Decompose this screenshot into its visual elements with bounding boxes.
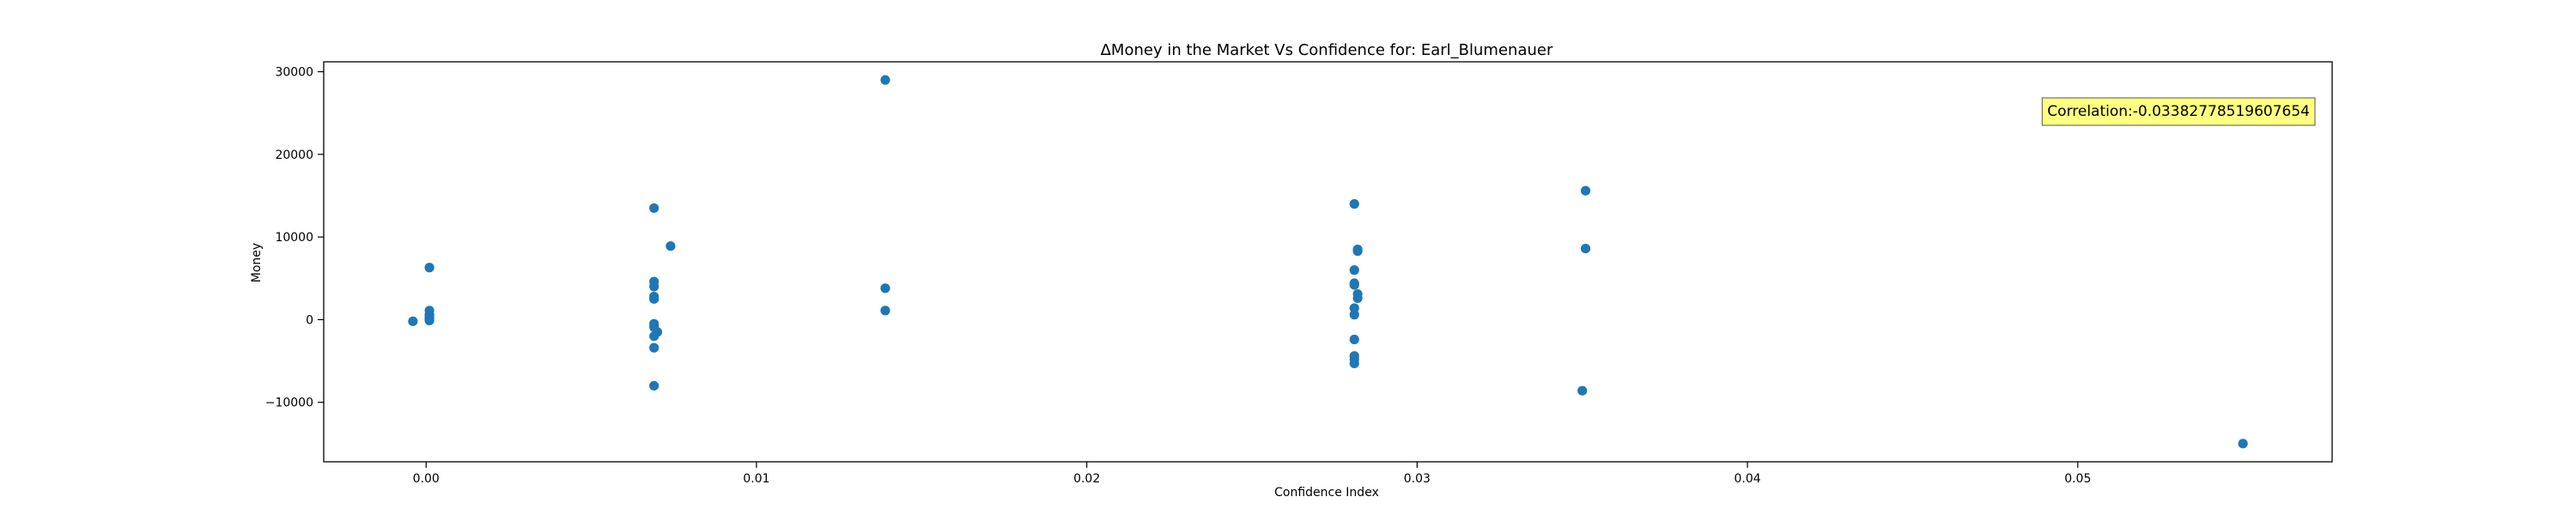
scatter-point: [424, 263, 434, 273]
scatter-point: [408, 316, 418, 326]
x-axis-label: Confidence Index: [1274, 486, 1379, 500]
scatter-point: [1349, 310, 1359, 320]
scatter-points: [408, 75, 2248, 449]
x-tick-label: 0.01: [743, 472, 769, 486]
x-tick-label: 0.00: [413, 472, 440, 486]
plot-area: [323, 61, 2333, 463]
scatter-point: [649, 380, 659, 391]
y-tick-label: 30000: [275, 66, 313, 80]
y-tick-label: 20000: [275, 148, 313, 162]
scatter-point: [1349, 334, 1359, 345]
scatter-point: [649, 294, 659, 304]
correlation-annotation: Correlation:-0.03382778519607654: [2041, 97, 2316, 126]
scatter-point: [1352, 293, 1363, 303]
y-axis-label: Money: [250, 243, 264, 282]
scatter-point: [1577, 385, 1588, 396]
correlation-text: Correlation:-0.03382778519607654: [2047, 103, 2310, 120]
scatter-point: [1349, 358, 1359, 369]
scatter-point: [880, 306, 890, 316]
y-tick-label: 10000: [275, 231, 313, 245]
chart-title: ΔMoney in the Market Vs Confidence for: …: [1101, 41, 1553, 59]
scatter-point: [649, 282, 659, 292]
x-axis-ticks: 0.00 0.01 0.02 0.03 0.04 0.05: [413, 462, 2091, 486]
scatter-point: [424, 315, 434, 325]
correlation-box: [2041, 97, 2316, 126]
scatter-point: [649, 342, 659, 353]
scatter-point: [2238, 439, 2248, 449]
scatter-point: [1580, 243, 1591, 254]
scatter-point: [1349, 199, 1359, 209]
scatter-point: [880, 75, 890, 85]
y-tick-label: −10000: [265, 397, 313, 410]
scatter-point: [1349, 280, 1359, 290]
scatter-point: [649, 331, 659, 342]
scatter-point: [1349, 265, 1359, 276]
y-tick-label: 0: [306, 313, 313, 327]
scatter-point: [665, 241, 676, 251]
x-tick-label: 0.02: [1073, 472, 1100, 486]
y-axis-ticks: −10000 0 10000 20000 30000: [265, 66, 324, 410]
x-tick-label: 0.05: [2064, 472, 2091, 486]
scatter-point: [1352, 245, 1363, 257]
scatter-point: [880, 283, 890, 294]
x-tick-label: 0.04: [1734, 472, 1760, 486]
x-tick-label: 0.03: [1404, 472, 1431, 486]
scatter-point: [1349, 303, 1359, 313]
scatter-point: [649, 203, 659, 214]
scatter-point: [1580, 185, 1591, 196]
